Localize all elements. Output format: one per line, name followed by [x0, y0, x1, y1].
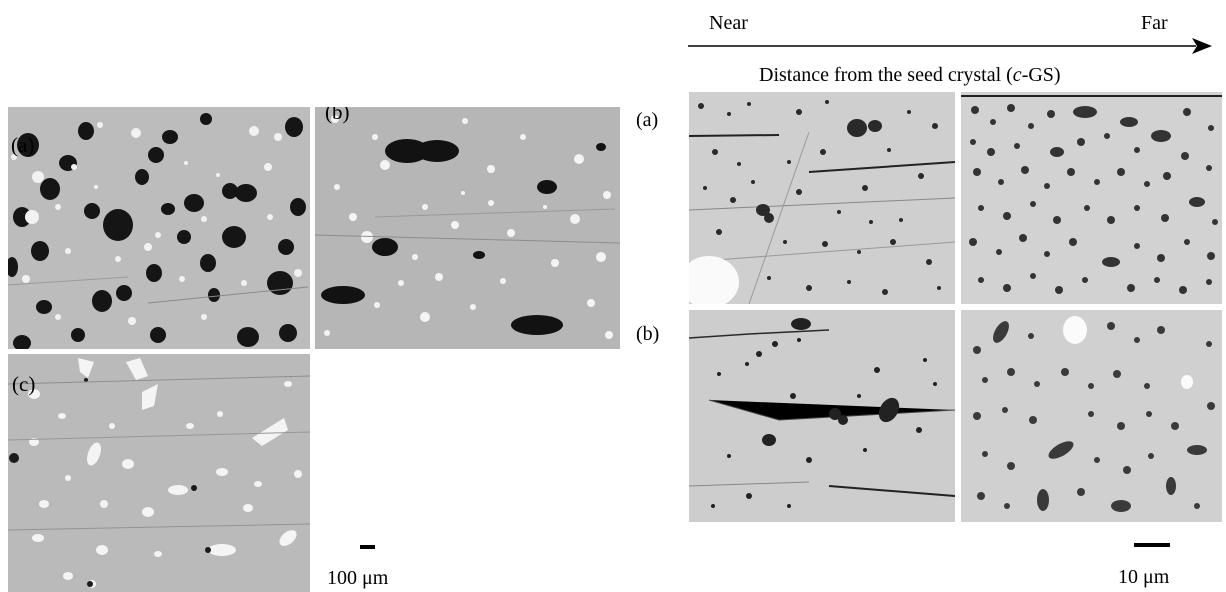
micrograph-c — [8, 354, 310, 592]
left-panel-b: (b) — [315, 107, 620, 349]
right-panel-b-near — [689, 310, 955, 522]
row-label-a: (a) — [636, 109, 659, 131]
micrograph-a-far — [961, 92, 1222, 304]
arrow-start-label: Near — [709, 12, 748, 34]
micrograph-a-near — [689, 92, 955, 304]
arrow-end-label: Far — [1141, 12, 1168, 34]
right-panel-a-far — [961, 92, 1222, 304]
left-scale-bar — [360, 545, 375, 549]
micrograph-b-near — [689, 310, 955, 522]
micrograph-a — [8, 107, 310, 349]
panel-label: (b) — [325, 107, 350, 124]
right-panel-a-near — [689, 92, 955, 304]
left-scale-bar-label: 100 μm — [327, 567, 389, 589]
right-scale-bar-label: 10 μm — [1118, 566, 1170, 588]
left-panel-c: (c) — [8, 354, 310, 592]
right-scale-bar — [1134, 543, 1170, 547]
left-panel-a: (a) — [8, 107, 310, 349]
panel-label: (a) — [11, 133, 35, 157]
distance-arrow — [688, 38, 1212, 54]
micrograph-b — [315, 107, 620, 349]
micrograph-b-far — [961, 310, 1222, 522]
distance-caption: Distance from the seed crystal (c-GS) — [759, 64, 1061, 86]
row-label-b: (b) — [636, 323, 660, 345]
right-panel-b-far — [961, 310, 1222, 522]
panel-label: (c) — [12, 372, 36, 396]
